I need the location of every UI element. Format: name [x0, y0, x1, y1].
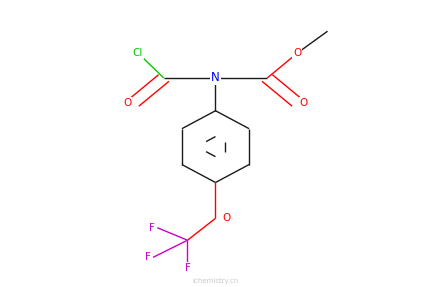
Text: O: O — [221, 213, 230, 223]
Text: Cl: Cl — [132, 48, 143, 58]
Text: O: O — [123, 98, 131, 108]
Text: F: F — [149, 223, 155, 233]
Text: F: F — [184, 263, 190, 273]
Text: ichemistry.cn: ichemistry.cn — [192, 278, 238, 284]
Text: F: F — [144, 252, 150, 262]
Text: O: O — [299, 98, 307, 108]
Text: N: N — [211, 71, 219, 84]
Text: O: O — [292, 48, 301, 58]
